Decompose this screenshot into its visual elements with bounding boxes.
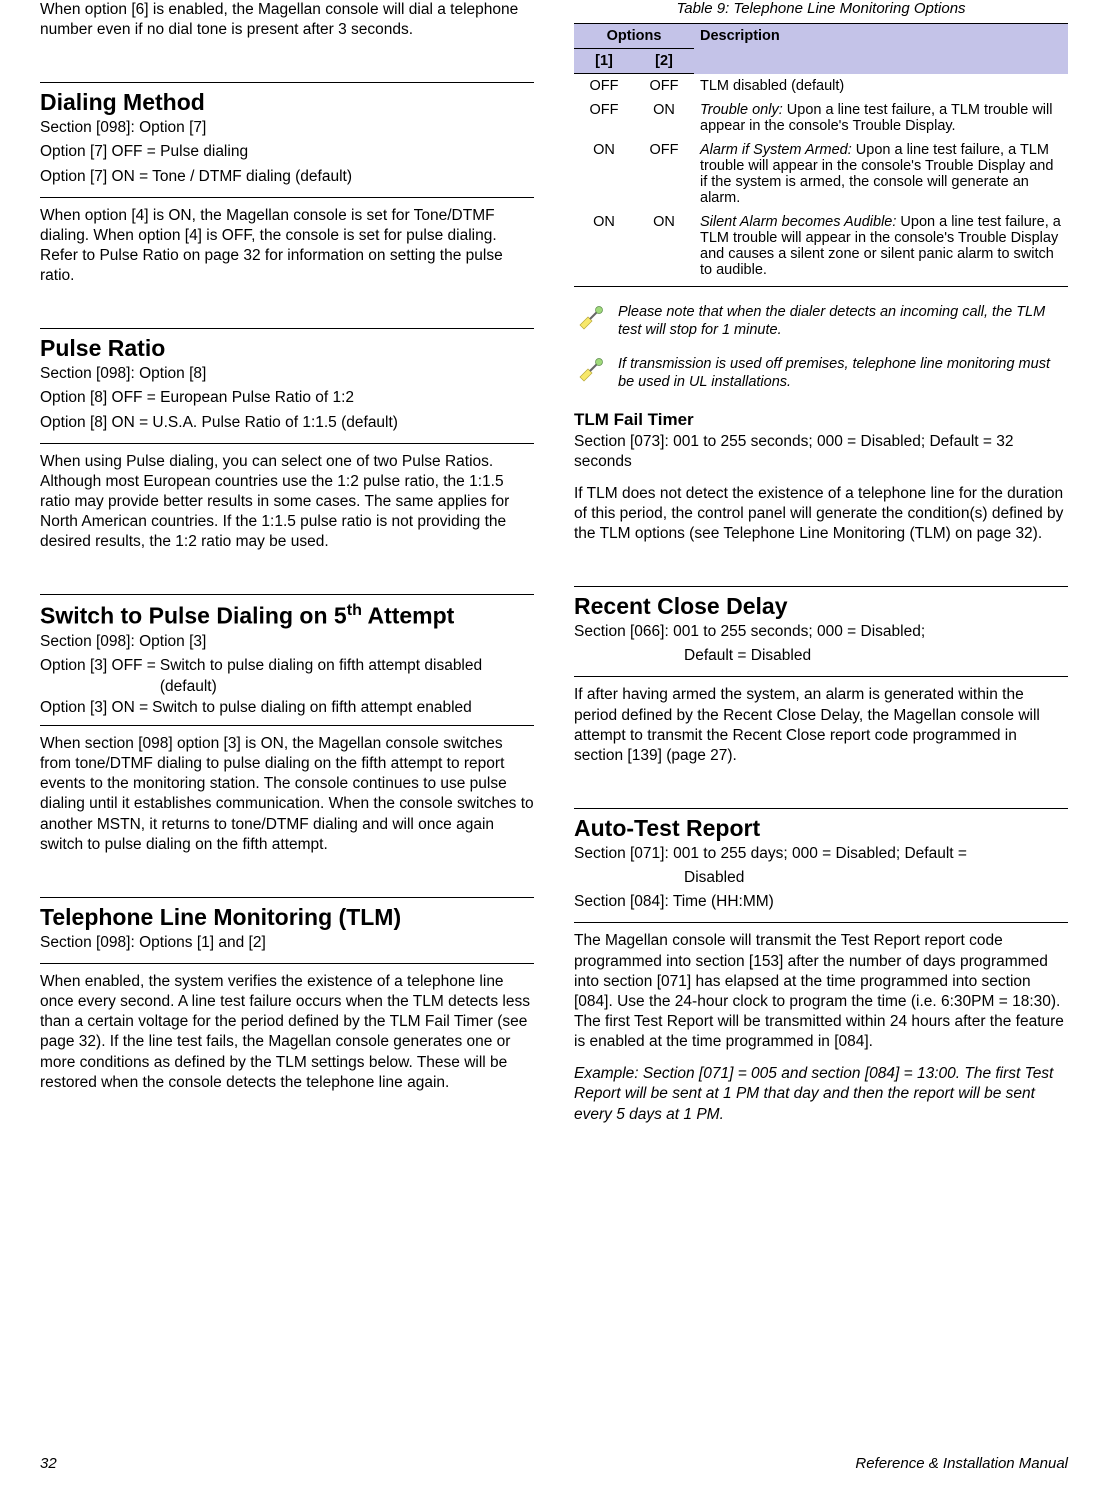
tlm-fail-heading: TLM Fail Timer [574,410,1068,430]
tlm-section: Section [098]: Options [1] and [2] [40,933,534,953]
dialing-off: Option [7] OFF = Pulse dialing [40,142,534,162]
divider [40,82,534,83]
note-row: Please note that when the dialer detects… [574,303,1068,339]
pulse-off: Option [8] OFF = European Pulse Ratio of… [40,388,534,408]
tlm-fail-section: Section [073]: 001 to 255 seconds; 000 =… [574,432,1068,472]
dialing-on: Option [7] ON = Tone / DTMF dialing (def… [40,167,534,187]
manual-title: Reference & Installation Manual [855,1455,1068,1472]
pulse-section: Section [098]: Option [8] [40,364,534,384]
switch-section: Section [098]: Option [3] [40,632,534,652]
pulse-ratio-heading: Pulse Ratio [40,335,534,362]
switch-body: When section [098] option [3] is ON, the… [40,734,534,855]
table-caption: Table 9: Telephone Line Monitoring Optio… [574,0,1068,17]
note-row: If transmission is used off premises, te… [574,355,1068,391]
dialing-body: When option [4] is ON, the Magellan cons… [40,206,534,287]
dialing-method-heading: Dialing Method [40,89,534,116]
pulse-on: Option [8] ON = U.S.A. Pulse Ratio of 1:… [40,413,534,433]
divider [40,963,534,964]
note-text: If transmission is used off premises, te… [618,355,1068,391]
recent-body: If after having armed the system, an ala… [574,685,1068,766]
divider [40,443,534,444]
th-col2: [2] [634,49,694,74]
pulse-body: When using Pulse dialing, you can select… [40,452,534,553]
auto-section1b: Disabled [684,868,1068,888]
th-options: Options [574,24,694,49]
auto-test-heading: Auto-Test Report [574,815,1068,842]
recent-section2: Default = Disabled [684,646,1068,666]
divider [40,897,534,898]
divider [40,328,534,329]
pushpin-icon [574,303,608,331]
switch-on-row: Option [3] ON = Switch to pulse dialing … [40,698,534,719]
tlm-fail-body: If TLM does not detect the existence of … [574,484,1068,544]
dialing-section: Section [098]: Option [7] [40,118,534,138]
divider [574,808,1068,809]
tlm-body: When enabled, the system verifies the ex… [40,972,534,1093]
auto-section2: Section [084]: Time (HH:MM) [574,892,1068,912]
th-col1: [1] [574,49,634,74]
divider [40,594,534,595]
th-description: Description [694,24,1068,74]
switch-off-row: Option [3] OFF = Switch to pulse dialing… [40,656,534,698]
recent-close-heading: Recent Close Delay [574,593,1068,620]
divider [574,586,1068,587]
table-row: OFF ON Trouble only: Upon a line test fa… [574,98,1068,138]
tlm-heading: Telephone Line Monitoring (TLM) [40,904,534,931]
note-text: Please note that when the dialer detects… [618,303,1068,339]
footer: 32 Reference & Installation Manual [40,1455,1068,1472]
divider [40,197,534,198]
divider [40,725,534,726]
intro-text: When option [6] is enabled, the Magellan… [40,0,534,40]
table-row: ON ON Silent Alarm becomes Audible: Upon… [574,210,1068,287]
auto-example: Example: Section [071] = 005 and section… [574,1064,1068,1124]
auto-body: The Magellan console will transmit the T… [574,931,1068,1052]
divider [574,676,1068,677]
table-row: ON OFF Alarm if System Armed: Upon a lin… [574,138,1068,210]
divider [574,922,1068,923]
table-row: OFF OFF TLM disabled (default) [574,74,1068,99]
recent-section1: Section [066]: 001 to 255 seconds; 000 =… [574,622,1068,642]
page-number: 32 [40,1455,57,1472]
tlm-options-table: Options Description [1] [2] OFF OFF TLM … [574,23,1068,287]
pushpin-icon [574,355,608,383]
auto-section1: Section [071]: 001 to 255 days; 000 = Di… [574,844,1068,864]
switch-heading: Switch to Pulse Dialing on 5th Attempt [40,601,534,630]
